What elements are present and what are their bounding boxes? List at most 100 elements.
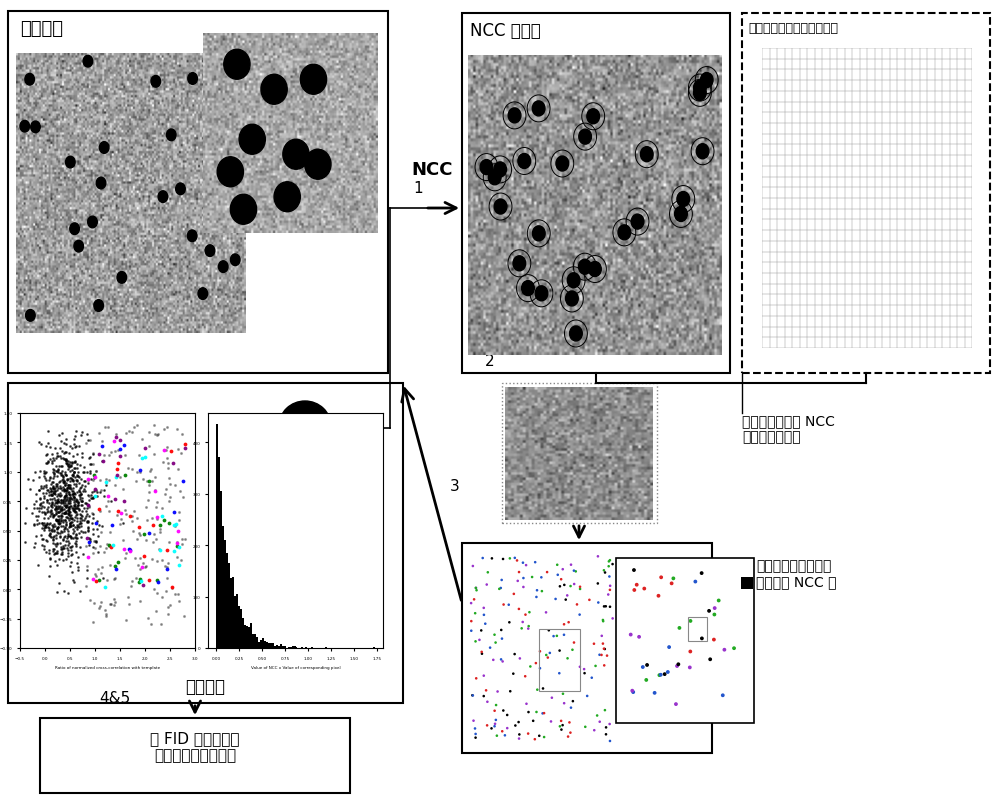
Point xyxy=(62,495,78,507)
Point xyxy=(525,715,541,728)
Point xyxy=(518,698,534,711)
Point xyxy=(57,506,73,519)
Point xyxy=(63,499,79,512)
Point xyxy=(174,533,190,546)
Bar xyxy=(254,634,256,648)
Circle shape xyxy=(229,59,239,70)
Point xyxy=(33,438,49,451)
Point xyxy=(85,541,101,554)
Point xyxy=(468,728,484,740)
Point xyxy=(596,565,612,577)
Point xyxy=(468,635,484,648)
Point xyxy=(92,504,108,517)
Point xyxy=(33,480,49,493)
Point xyxy=(118,613,134,626)
Point xyxy=(157,488,173,501)
Point xyxy=(51,506,67,519)
Point xyxy=(146,419,162,432)
Point xyxy=(66,524,82,537)
Point xyxy=(62,510,78,523)
Point xyxy=(48,540,64,553)
Point xyxy=(159,572,175,585)
Point xyxy=(93,525,109,538)
Bar xyxy=(238,606,240,648)
Point xyxy=(28,510,44,523)
Point xyxy=(463,625,479,638)
Point xyxy=(31,505,47,518)
Point xyxy=(572,609,588,622)
Point xyxy=(53,489,69,502)
Point xyxy=(149,429,165,442)
Point xyxy=(46,509,62,522)
Point xyxy=(43,479,59,491)
Point xyxy=(555,719,571,732)
Point xyxy=(151,543,167,556)
Point xyxy=(47,538,63,551)
Point xyxy=(92,600,108,613)
Point xyxy=(46,468,62,481)
Point xyxy=(170,443,186,456)
Point xyxy=(45,533,61,546)
Point xyxy=(38,521,54,534)
Point xyxy=(95,455,111,468)
Point xyxy=(158,445,174,458)
Point xyxy=(32,492,48,505)
Point xyxy=(58,453,74,466)
Point xyxy=(109,469,125,482)
Point xyxy=(39,506,55,519)
Point xyxy=(76,483,92,495)
Point xyxy=(534,585,550,597)
Point xyxy=(67,505,83,518)
Point xyxy=(108,471,124,483)
Point xyxy=(45,483,61,495)
Point xyxy=(560,652,576,665)
Point xyxy=(56,525,72,538)
Point xyxy=(123,581,139,593)
Bar xyxy=(301,647,303,648)
Point xyxy=(631,630,647,643)
Point xyxy=(54,503,70,516)
Point xyxy=(57,479,73,491)
Point xyxy=(70,560,86,573)
Point xyxy=(66,503,82,516)
Point xyxy=(42,517,58,530)
Point xyxy=(167,520,183,532)
Point xyxy=(76,514,92,527)
Point xyxy=(58,552,74,565)
Point xyxy=(79,516,95,528)
Point xyxy=(70,495,86,508)
Point xyxy=(68,529,84,542)
Bar xyxy=(236,595,238,648)
Point xyxy=(39,495,55,507)
Point xyxy=(46,508,62,521)
Point xyxy=(78,580,94,593)
Point xyxy=(81,452,97,465)
Point xyxy=(507,719,523,732)
Point xyxy=(66,494,82,507)
Point xyxy=(74,479,90,492)
Circle shape xyxy=(579,130,591,145)
Point xyxy=(82,467,98,479)
Point xyxy=(177,438,193,451)
Point xyxy=(26,519,42,532)
Point xyxy=(74,495,90,508)
Point xyxy=(556,618,572,631)
Point xyxy=(34,517,50,530)
Point xyxy=(96,490,112,503)
Point xyxy=(97,581,113,593)
Point xyxy=(58,488,74,501)
Point xyxy=(136,528,152,540)
Point xyxy=(50,464,66,477)
Text: NCC 结果图: NCC 结果图 xyxy=(470,22,541,40)
Point xyxy=(68,493,84,506)
Point xyxy=(52,500,68,513)
Point xyxy=(38,466,54,479)
Point xyxy=(37,520,53,533)
Point xyxy=(37,467,53,480)
Point xyxy=(639,658,655,671)
Point xyxy=(57,490,73,503)
Point xyxy=(42,560,58,573)
Point xyxy=(85,448,101,461)
Point xyxy=(44,457,60,470)
Point xyxy=(167,588,183,601)
